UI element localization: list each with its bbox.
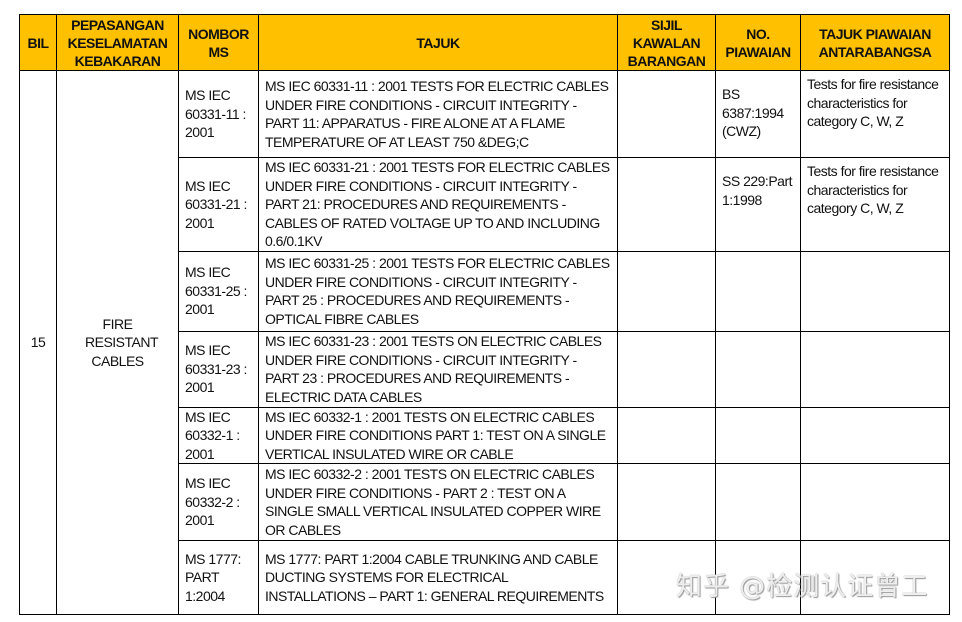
sijil-cell [617,540,716,615]
tajuk-cell: MS IEC 60331-23 : 2001 TESTS ON ELECTRIC… [258,330,618,408]
sijil-cell [617,250,716,332]
tajuk-antarabangsa-cell [800,540,950,615]
nombor-ms-cell: MS IEC 60331-11 : 2001 [178,70,259,158]
tajuk-cell: MS 1777: PART 1:2004 CABLE TRUNKING AND … [258,540,618,615]
tajuk-cell: MS IEC 60331-25 : 2001 TESTS FOR ELECTRI… [258,250,618,332]
tajuk-cell: MS IEC 60332-2 : 2001 TESTS ON ELECTRIC … [258,463,618,541]
tajuk-antarabangsa-cell: Tests for fire resistance characteristic… [800,157,950,252]
pepasangan-cell: FIRE RESISTANT CABLES [56,70,179,615]
no-piawaian-cell [715,250,801,332]
pepasangan-text: FIRE RESISTANT CABLES [85,315,159,369]
nombor-ms-cell: MS IEC 60331-23 : 2001 [178,330,259,408]
table-row: 15 FIRE RESISTANT CABLES MS IEC 60331-11 :… [19,70,950,615]
nombor-ms-cell: MS IEC 60332-2 : 2001 [178,463,259,541]
no-piawaian-cell: SS 229:Part 1:1998 [715,157,801,252]
header-nombor-ms: NOMBOR MS [178,14,259,71]
nombor-ms-cell: MS IEC 60332-1 : 2001 [178,406,259,464]
table-row: MS IEC 60331-25 : 2001 MS IEC 60331-25 : … [20,250,950,332]
header-tajuk: TAJUK [258,14,618,71]
table-row: MS IEC 60332-1 : 2001 MS IEC 60332-1 : 20… [20,406,950,464]
header-pepasangan: PEPASANGAN KESELAMATAN KEBAKARAN [56,14,179,71]
tajuk-cell: MS IEC 60331-11 : 2001 TESTS FOR ELECTRI… [258,70,618,158]
no-piawaian-cell [715,406,801,464]
no-piawaian-cell [715,463,801,541]
sijil-cell [617,157,716,252]
sijil-cell [617,330,716,408]
nombor-ms-cell: MS 1777: PART 1:2004 [178,540,259,615]
sijil-cell [617,463,716,541]
header-sijil: SIJIL KAWALAN BARANGAN [617,14,716,71]
header-tajuk-antarabangsa: TAJUK PIAWAIAN ANTARABANGSA [800,14,950,71]
watermark: 知乎 @检测认证曾工 [676,572,929,602]
table-row: MS IEC 60331-23 : 2001 MS IEC 60331-23 : … [20,330,950,408]
nombor-ms-cell: MS IEC 60331-25 : 2001 [178,250,259,332]
table-row: MS 1777: PART 1:2004 MS 1777: PART 1:2004… [20,540,950,615]
tajuk-cell: MS IEC 60331-21 : 2001 TESTS FOR ELECTRI… [258,157,618,252]
sijil-cell [617,70,716,158]
table-row: MS IEC 60332-2 : 2001 MS IEC 60332-2 : 20… [20,463,950,541]
no-piawaian-cell [715,330,801,408]
tajuk-antarabangsa-cell [800,406,950,464]
standards-table: BIL PEPASANGAN KESELAMATAN KEBAKARAN NOM… [19,14,950,615]
no-piawaian-cell [715,540,801,615]
header-no-piawaian: NO. PIAWAIAN [715,14,801,71]
tajuk-cell: MS IEC 60332-1 : 2001 TESTS ON ELECTRIC … [258,406,618,464]
header-bil: BIL [19,14,57,71]
tajuk-antarabangsa-cell [800,330,950,408]
sijil-cell [617,406,716,464]
bil-cell: 15 [19,70,57,615]
header-row: BIL PEPASANGAN KESELAMATAN KEBAKARAN NOM… [19,14,950,71]
nombor-ms-cell: MS IEC 60331-21 : 2001 [178,157,259,252]
no-piawaian-cell: BS 6387:1994 (CWZ) [715,70,801,158]
tajuk-antarabangsa-cell [800,463,950,541]
tajuk-antarabangsa-cell: Tests for fire resistance characteristic… [800,70,950,158]
tajuk-antarabangsa-cell [800,250,950,332]
